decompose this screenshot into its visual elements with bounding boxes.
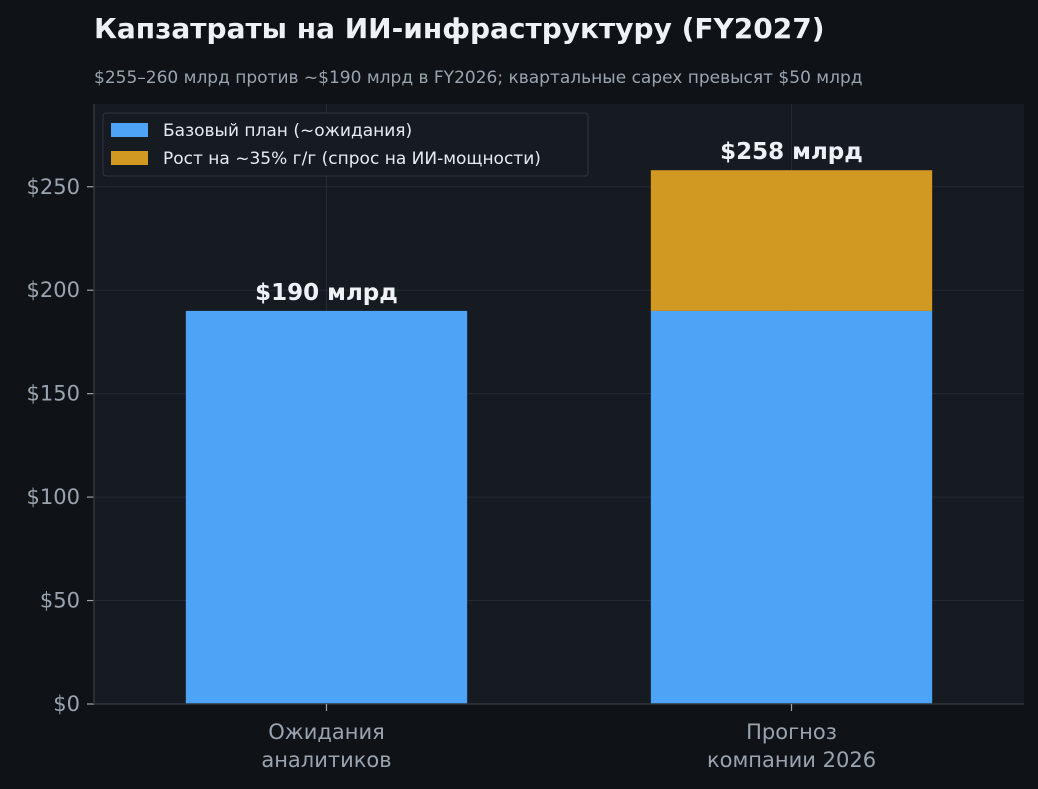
bar-1-series-1 xyxy=(650,170,933,311)
y-tick-label-1: $50 xyxy=(40,589,80,613)
legend-swatch-0 xyxy=(111,123,148,137)
data-labels: $190 млрд $258 млрд xyxy=(255,139,863,306)
legend-swatch-1 xyxy=(111,151,148,165)
y-tick-label-4: $200 xyxy=(27,278,80,302)
y-tick-label-5: $250 xyxy=(27,175,80,199)
legend-label-0: Базовый план (~ожидания) xyxy=(163,121,412,141)
chart-title: Капзатраты на ИИ-инфраструктуру (FY2027) xyxy=(94,12,825,45)
data-label-0: $190 млрд xyxy=(255,280,398,306)
bar-0-series-0 xyxy=(185,310,468,704)
y-tick-label-3: $150 xyxy=(27,382,80,406)
bars xyxy=(185,170,933,704)
x-tick-label-0-line-1: аналитиков xyxy=(261,748,391,772)
chart-subtitle: $255–260 млрд против ~$190 млрд в FY2026… xyxy=(94,68,863,88)
bar-1-series-0 xyxy=(650,310,933,704)
legend: Базовый план (~ожидания) Рост на ~35% г/г… xyxy=(102,112,589,177)
x-tick-label-1-line-1: компании 2026 xyxy=(707,748,876,772)
legend-box xyxy=(102,112,589,177)
y-tick-label-0: $0 xyxy=(53,692,80,716)
x-tick-label-1-line-0: Прогноз xyxy=(746,720,837,744)
y-tick-label-2: $100 xyxy=(27,485,80,509)
axes: $0 $50 $100 $150 $200 $250 Ожидания аналитиков П… xyxy=(27,104,1024,772)
x-tick-label-0-line-0: Ожидания xyxy=(268,720,385,744)
data-label-1: $258 млрд xyxy=(720,139,863,165)
legend-label-1: Рост на ~35% г/г (спрос на ИИ-мощности) xyxy=(163,149,541,169)
